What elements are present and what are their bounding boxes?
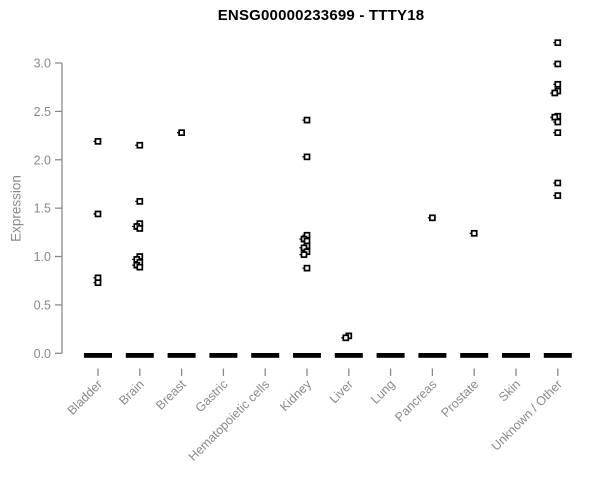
data-point	[554, 179, 562, 187]
data-point	[554, 60, 562, 68]
category-label: Prostate	[438, 377, 481, 420]
data-point	[300, 251, 308, 258]
category-label: Kidney	[277, 377, 314, 414]
zero-expression-cluster	[209, 353, 238, 358]
data-point	[303, 264, 311, 272]
category-label: Bladder	[65, 377, 105, 417]
data-point	[136, 225, 144, 232]
y-axis-title: Expression	[8, 175, 24, 242]
zero-expression-cluster	[376, 353, 405, 358]
chart-title: ENSG00000233699 - TTTY18	[217, 7, 425, 24]
category-label: Unknown / Other	[489, 377, 565, 453]
y-tick-label: 1.0	[34, 250, 51, 264]
category-label: Liver	[327, 377, 356, 406]
data-point	[303, 116, 311, 124]
zero-expression-cluster	[460, 353, 489, 358]
data-point	[94, 138, 102, 145]
category-label: Hematopoietic cells	[186, 377, 273, 464]
y-tick-label: 1.5	[34, 202, 51, 216]
data-point	[303, 153, 311, 161]
data-point	[94, 279, 102, 287]
zero-expression-cluster	[543, 353, 572, 358]
data-point	[554, 192, 562, 199]
data-point	[554, 39, 562, 47]
data-point	[136, 198, 144, 205]
data-point	[178, 129, 185, 137]
data-point	[470, 229, 478, 237]
zero-expression-cluster	[84, 353, 112, 358]
data-point	[136, 263, 144, 271]
data-point	[551, 89, 559, 97]
zero-expression-cluster	[334, 353, 363, 358]
y-tick-label: 2.0	[34, 153, 51, 167]
data-point	[136, 141, 144, 149]
data-point	[554, 80, 562, 88]
zero-expression-cluster	[418, 353, 447, 358]
data-point	[554, 118, 562, 126]
data-point	[342, 334, 350, 342]
zero-expression-cluster	[293, 353, 321, 358]
zero-expression-cluster	[125, 353, 154, 358]
zero-expression-cluster	[251, 353, 280, 358]
zero-expression-cluster	[502, 353, 530, 358]
data-point	[554, 129, 562, 137]
y-tick-label: 0.0	[34, 347, 51, 361]
category-label: Brain	[116, 377, 147, 408]
zero-expression-cluster	[167, 353, 196, 358]
category-label: Skin	[496, 377, 523, 404]
category-label: Pancreas	[392, 377, 439, 424]
data-point	[94, 210, 102, 218]
y-tick-label: 2.5	[34, 105, 51, 119]
category-label: Breast	[153, 377, 189, 413]
y-tick-label: 3.0	[34, 56, 51, 70]
data-point	[429, 214, 436, 222]
category-label: Gastric	[193, 377, 231, 415]
y-tick-label: 0.5	[34, 298, 51, 312]
category-label: Lung	[368, 377, 398, 407]
